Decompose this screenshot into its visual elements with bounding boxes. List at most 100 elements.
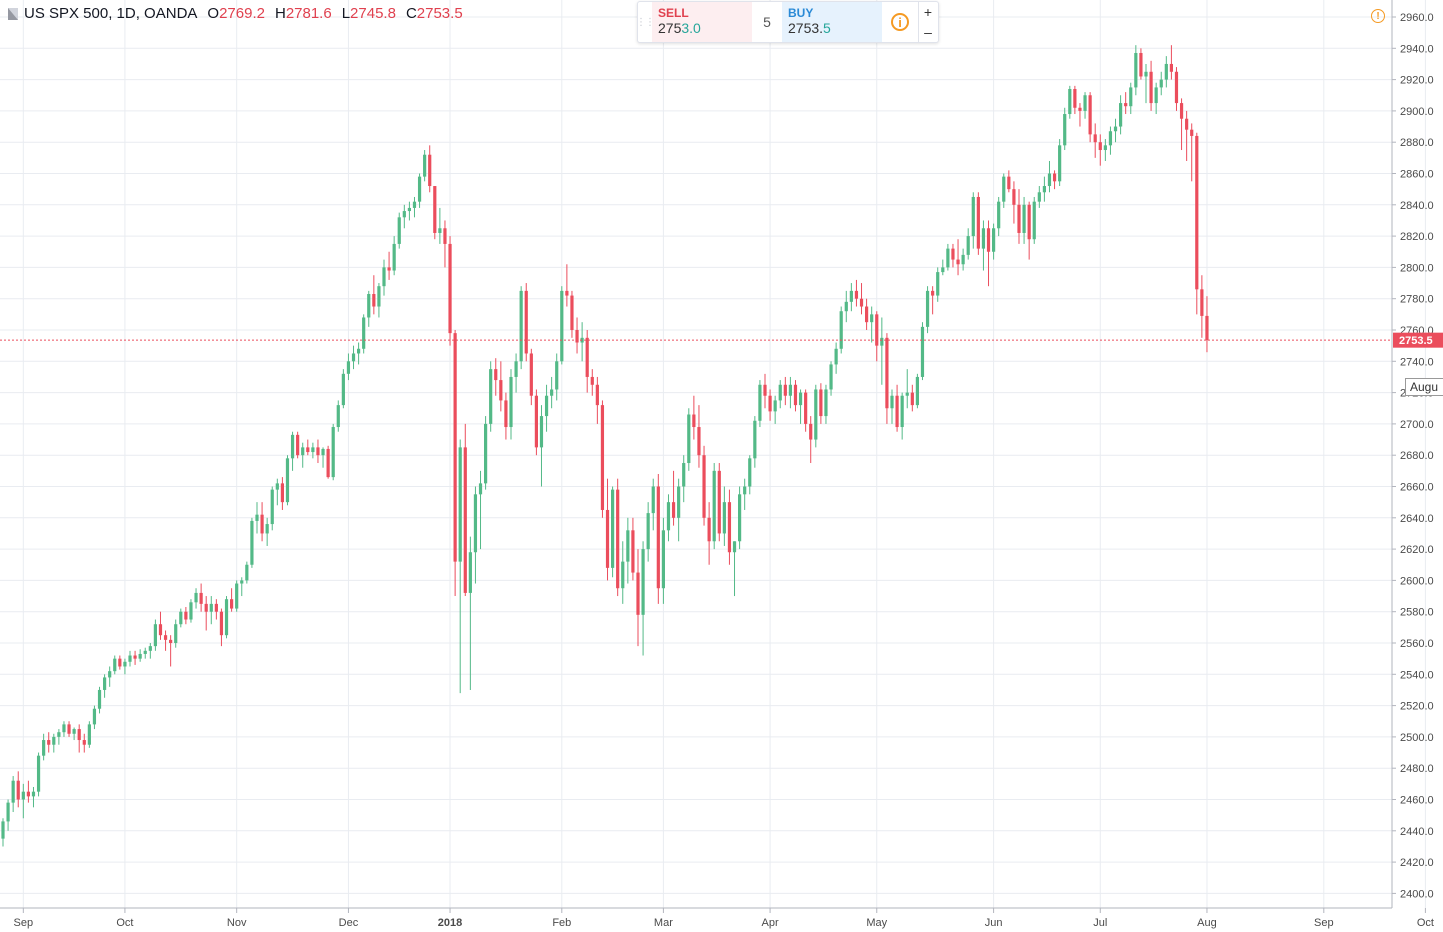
candle — [529, 348, 533, 406]
candle-body — [1205, 315, 1209, 341]
price-axis[interactable]: 2400.0 2420.0 2440.0 2460.0 2480.0 2500.0 2520… — [1392, 12, 1434, 900]
flag-icon[interactable] — [8, 7, 18, 20]
candle — [473, 486, 478, 584]
candle — [905, 369, 909, 409]
candle-body — [1058, 145, 1062, 182]
candle-body — [296, 434, 300, 456]
candle-body — [417, 176, 422, 202]
candle-body — [36, 755, 41, 792]
y-tick-label: 2880.0 — [1400, 137, 1434, 149]
y-tick-label: 2420.0 — [1400, 857, 1434, 869]
candle-body — [793, 384, 798, 406]
candle — [219, 608, 224, 647]
candle-body — [651, 486, 655, 514]
candle-body — [600, 405, 605, 510]
candle — [702, 445, 706, 526]
candle — [560, 286, 564, 365]
candle-body — [636, 572, 640, 615]
symbol-title[interactable]: US SPX 500, 1D, OANDA — [24, 5, 198, 22]
candle-body — [611, 489, 615, 568]
candle-body — [560, 290, 564, 362]
candle — [895, 384, 899, 432]
candle — [443, 220, 447, 268]
candle — [981, 220, 986, 271]
candle — [260, 502, 264, 542]
x-tick-label: Sep — [1314, 917, 1334, 929]
candle — [971, 192, 975, 249]
x-tick-label: Dec — [339, 917, 359, 929]
candle — [626, 517, 630, 584]
candle-body — [580, 337, 584, 343]
candle-body — [290, 434, 295, 459]
candle-body — [1119, 103, 1123, 127]
candle — [189, 599, 193, 623]
candle — [468, 536, 472, 690]
candle-body — [21, 791, 25, 800]
candle-body — [97, 689, 102, 709]
candle-body — [738, 494, 742, 542]
candle-body — [1042, 186, 1046, 193]
candle — [575, 317, 579, 354]
candle — [1063, 107, 1067, 151]
candle-body — [92, 708, 97, 725]
candle — [255, 502, 259, 534]
candle-body — [331, 427, 335, 478]
candle-body — [646, 513, 650, 550]
candle — [184, 607, 188, 625]
candle — [1179, 98, 1184, 151]
candle — [753, 416, 757, 468]
candle — [326, 445, 330, 479]
warning-icon[interactable]: ! — [1371, 9, 1385, 23]
candle-body — [997, 201, 1001, 229]
info-button[interactable]: i — [882, 2, 918, 42]
candle — [82, 733, 86, 753]
time-axis[interactable]: Sep Oct Nov Dec 2018 Feb Mar Apr May Jun Jul Aug Sep… — [14, 908, 1434, 929]
candle — [758, 380, 762, 428]
candle — [407, 201, 411, 221]
candle-body — [351, 353, 356, 362]
close-value: 2753.5 — [416, 5, 463, 22]
candle — [875, 311, 879, 362]
info-icon[interactable]: i — [891, 13, 909, 31]
candle — [1017, 189, 1021, 244]
candle — [666, 494, 671, 542]
candle — [880, 317, 884, 385]
candle-body — [255, 514, 259, 521]
candle-body — [875, 314, 879, 346]
low-label: L — [341, 5, 351, 22]
candle-body — [783, 384, 787, 396]
candle-body — [809, 423, 813, 440]
buy-button[interactable]: BUY 2753.5 — [782, 2, 882, 42]
candle-body — [72, 729, 76, 734]
candle-body — [357, 348, 361, 354]
candle — [113, 655, 117, 675]
candle-body — [925, 290, 930, 327]
candle — [682, 455, 686, 503]
candle-body — [235, 583, 239, 609]
candle-body — [1108, 131, 1113, 146]
drag-handle-icon[interactable]: ⋮⋮ — [636, 16, 655, 28]
candle — [1149, 60, 1153, 111]
candle — [793, 380, 798, 412]
candle — [931, 286, 935, 315]
candle — [346, 353, 351, 381]
sell-button[interactable]: SELL 2753.0 — [652, 2, 752, 42]
candle-body — [986, 228, 991, 252]
candle — [859, 283, 864, 315]
open-label: O — [207, 5, 220, 22]
candle — [1108, 126, 1113, 155]
increase-button[interactable]: + — [923, 4, 933, 20]
candle-body — [920, 326, 925, 377]
candle — [57, 729, 61, 745]
candle — [951, 243, 955, 268]
decrease-button[interactable]: – — [924, 24, 932, 40]
candle — [240, 577, 244, 597]
candle-body — [133, 655, 137, 659]
candle — [224, 596, 229, 639]
quantity-field[interactable]: 5 — [763, 14, 771, 30]
x-tick-label: 2018 — [438, 917, 462, 929]
candle-body — [77, 729, 81, 741]
candle — [463, 423, 467, 597]
candle — [209, 596, 213, 625]
